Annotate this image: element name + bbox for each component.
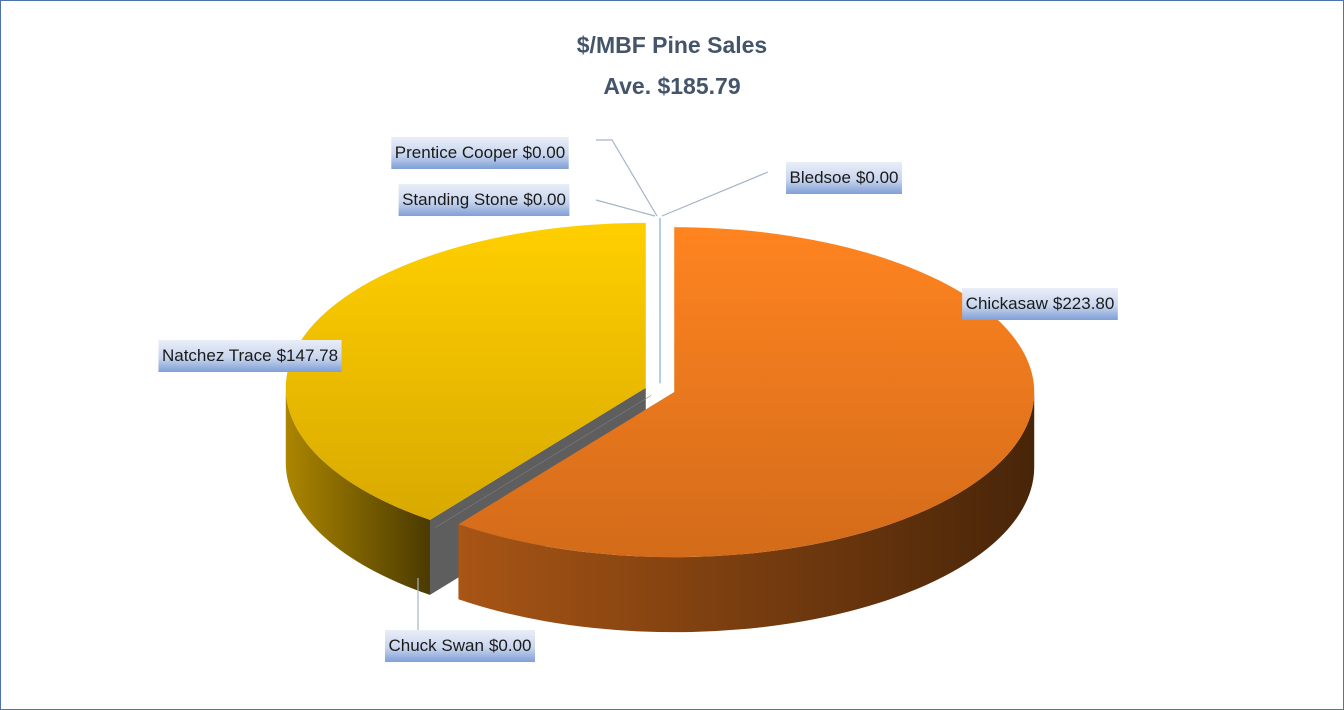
slice-side [285, 387, 430, 595]
label-category: Prentice Cooper [395, 143, 518, 162]
label-value: $0.00 [523, 143, 566, 162]
slice-side [458, 392, 1035, 633]
leader-line [596, 139, 658, 217]
label-category: Bledsoe [790, 168, 851, 187]
data-label-box [385, 630, 535, 662]
label-category: Chickasaw [966, 294, 1049, 313]
data-label-box [158, 340, 342, 372]
chart-title: $/MBF Pine Sales [577, 32, 767, 58]
data-label: Natchez Trace $147.78 [162, 346, 338, 365]
label-value: $0.00 [489, 636, 532, 655]
data-label: Standing Stone $0.00 [402, 190, 566, 209]
data-label-box [398, 184, 570, 216]
data-label-box [962, 288, 1118, 320]
label-value: $223.80 [1053, 294, 1114, 313]
pie-slice [458, 227, 1035, 558]
data-label: Prentice Cooper $0.00 [395, 143, 565, 162]
label-category: Natchez Trace [162, 346, 272, 365]
label-value: $147.78 [277, 346, 338, 365]
leader-line [661, 171, 769, 217]
data-label: Bledsoe $0.00 [790, 168, 899, 187]
chart-subtitle: Ave. $185.79 [603, 73, 740, 99]
data-label: Chickasaw $223.80 [966, 294, 1115, 313]
data-label-box [391, 137, 569, 169]
label-category: Chuck Swan [389, 636, 484, 655]
label-value: $0.00 [523, 190, 566, 209]
pie-slice [285, 222, 646, 520]
data-label: Chuck Swan $0.00 [389, 636, 532, 655]
leader-line [595, 199, 656, 217]
label-value: $0.00 [856, 168, 899, 187]
pie-slice [435, 395, 652, 528]
label-category: Standing Stone [402, 190, 518, 209]
data-label-box [786, 162, 902, 194]
